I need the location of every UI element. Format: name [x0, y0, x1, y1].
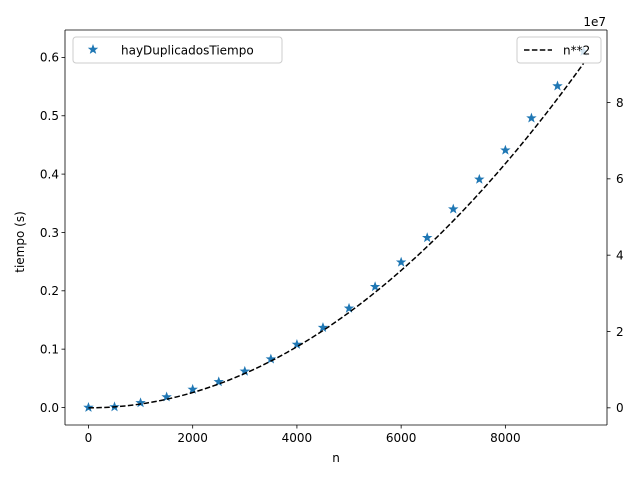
x-axis-label: n	[332, 451, 340, 465]
y-right-tick-label: 6	[616, 172, 624, 186]
y-axis-left: 0.0 0.1 0.2 0.3 0.4 0.5 0.6	[40, 30, 66, 425]
y-right-tick-label: 0	[616, 401, 624, 415]
x-tick-label: 8000	[490, 431, 521, 445]
right-axis-offset-text: 1e7	[583, 15, 606, 29]
data-point-star	[291, 339, 303, 349]
data-point-star	[526, 112, 537, 123]
legend-star	[87, 44, 99, 54]
x-tick-label: 4000	[282, 431, 313, 445]
data-point-star	[343, 302, 355, 313]
data-point-star	[187, 383, 198, 394]
y-right-tick-label: 2	[616, 325, 624, 339]
data-point-star	[448, 203, 459, 214]
y-left-tick-label: 0.1	[40, 342, 59, 356]
x-tick-label: 0	[85, 431, 93, 445]
data-point-star	[161, 391, 172, 402]
data-point-star	[474, 173, 485, 184]
y-left-tick-label: 0.6	[40, 51, 59, 65]
legend-left-frame	[72, 36, 283, 64]
legend-right-frame	[516, 36, 602, 64]
plot-area	[83, 46, 589, 412]
y-left-tick-label: 0.4	[40, 167, 59, 181]
y-right-tick-label: 4	[616, 248, 624, 262]
series-line-n-squared	[88, 62, 585, 409]
data-point-star	[369, 281, 381, 292]
legend-left-label: hayDuplicadosTiempo	[121, 44, 254, 58]
data-point-star	[213, 376, 224, 387]
y-left-tick-label: 0.3	[40, 226, 59, 240]
legend-right: n**2	[516, 36, 602, 64]
data-point-star	[500, 144, 511, 155]
legend-left: hayDuplicadosTiempo	[72, 36, 283, 64]
legend-star-marker	[87, 44, 99, 54]
legend-right-label: n**2	[563, 44, 590, 58]
x-axis: 0 2000 4000 6000 8000	[65, 29, 607, 445]
y-axis-right: 0 2 4 6 8	[606, 30, 624, 425]
y-right-tick-label: 8	[616, 96, 624, 110]
x-tick-label: 6000	[386, 431, 417, 445]
y-left-tick-label: 0.2	[40, 284, 59, 298]
y-left-tick-label: 0.5	[40, 109, 59, 123]
x-tick-label: 2000	[177, 431, 208, 445]
data-point-star	[422, 232, 433, 243]
data-point-star	[317, 322, 329, 332]
data-point-star	[395, 256, 407, 267]
data-point-star	[83, 402, 94, 412]
data-point-star	[552, 80, 563, 91]
y-left-tick-label: 0.0	[40, 401, 59, 415]
y-axis-left-label: tiempo (s)	[13, 211, 27, 273]
